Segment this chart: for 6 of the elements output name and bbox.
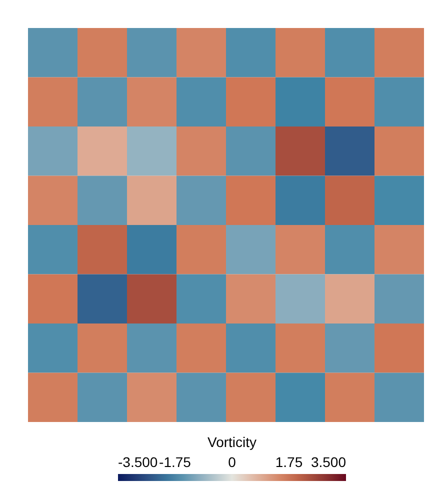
color-bar-title: Vorticity — [207, 434, 257, 450]
color-bar-label: -1.75 — [159, 454, 192, 470]
color-bar-label: 3.500 — [310, 454, 346, 470]
color-bar-label: 0 — [228, 454, 236, 470]
color-bar-label: -3.500 — [118, 454, 158, 470]
color-bar-label: 1.75 — [275, 454, 303, 470]
